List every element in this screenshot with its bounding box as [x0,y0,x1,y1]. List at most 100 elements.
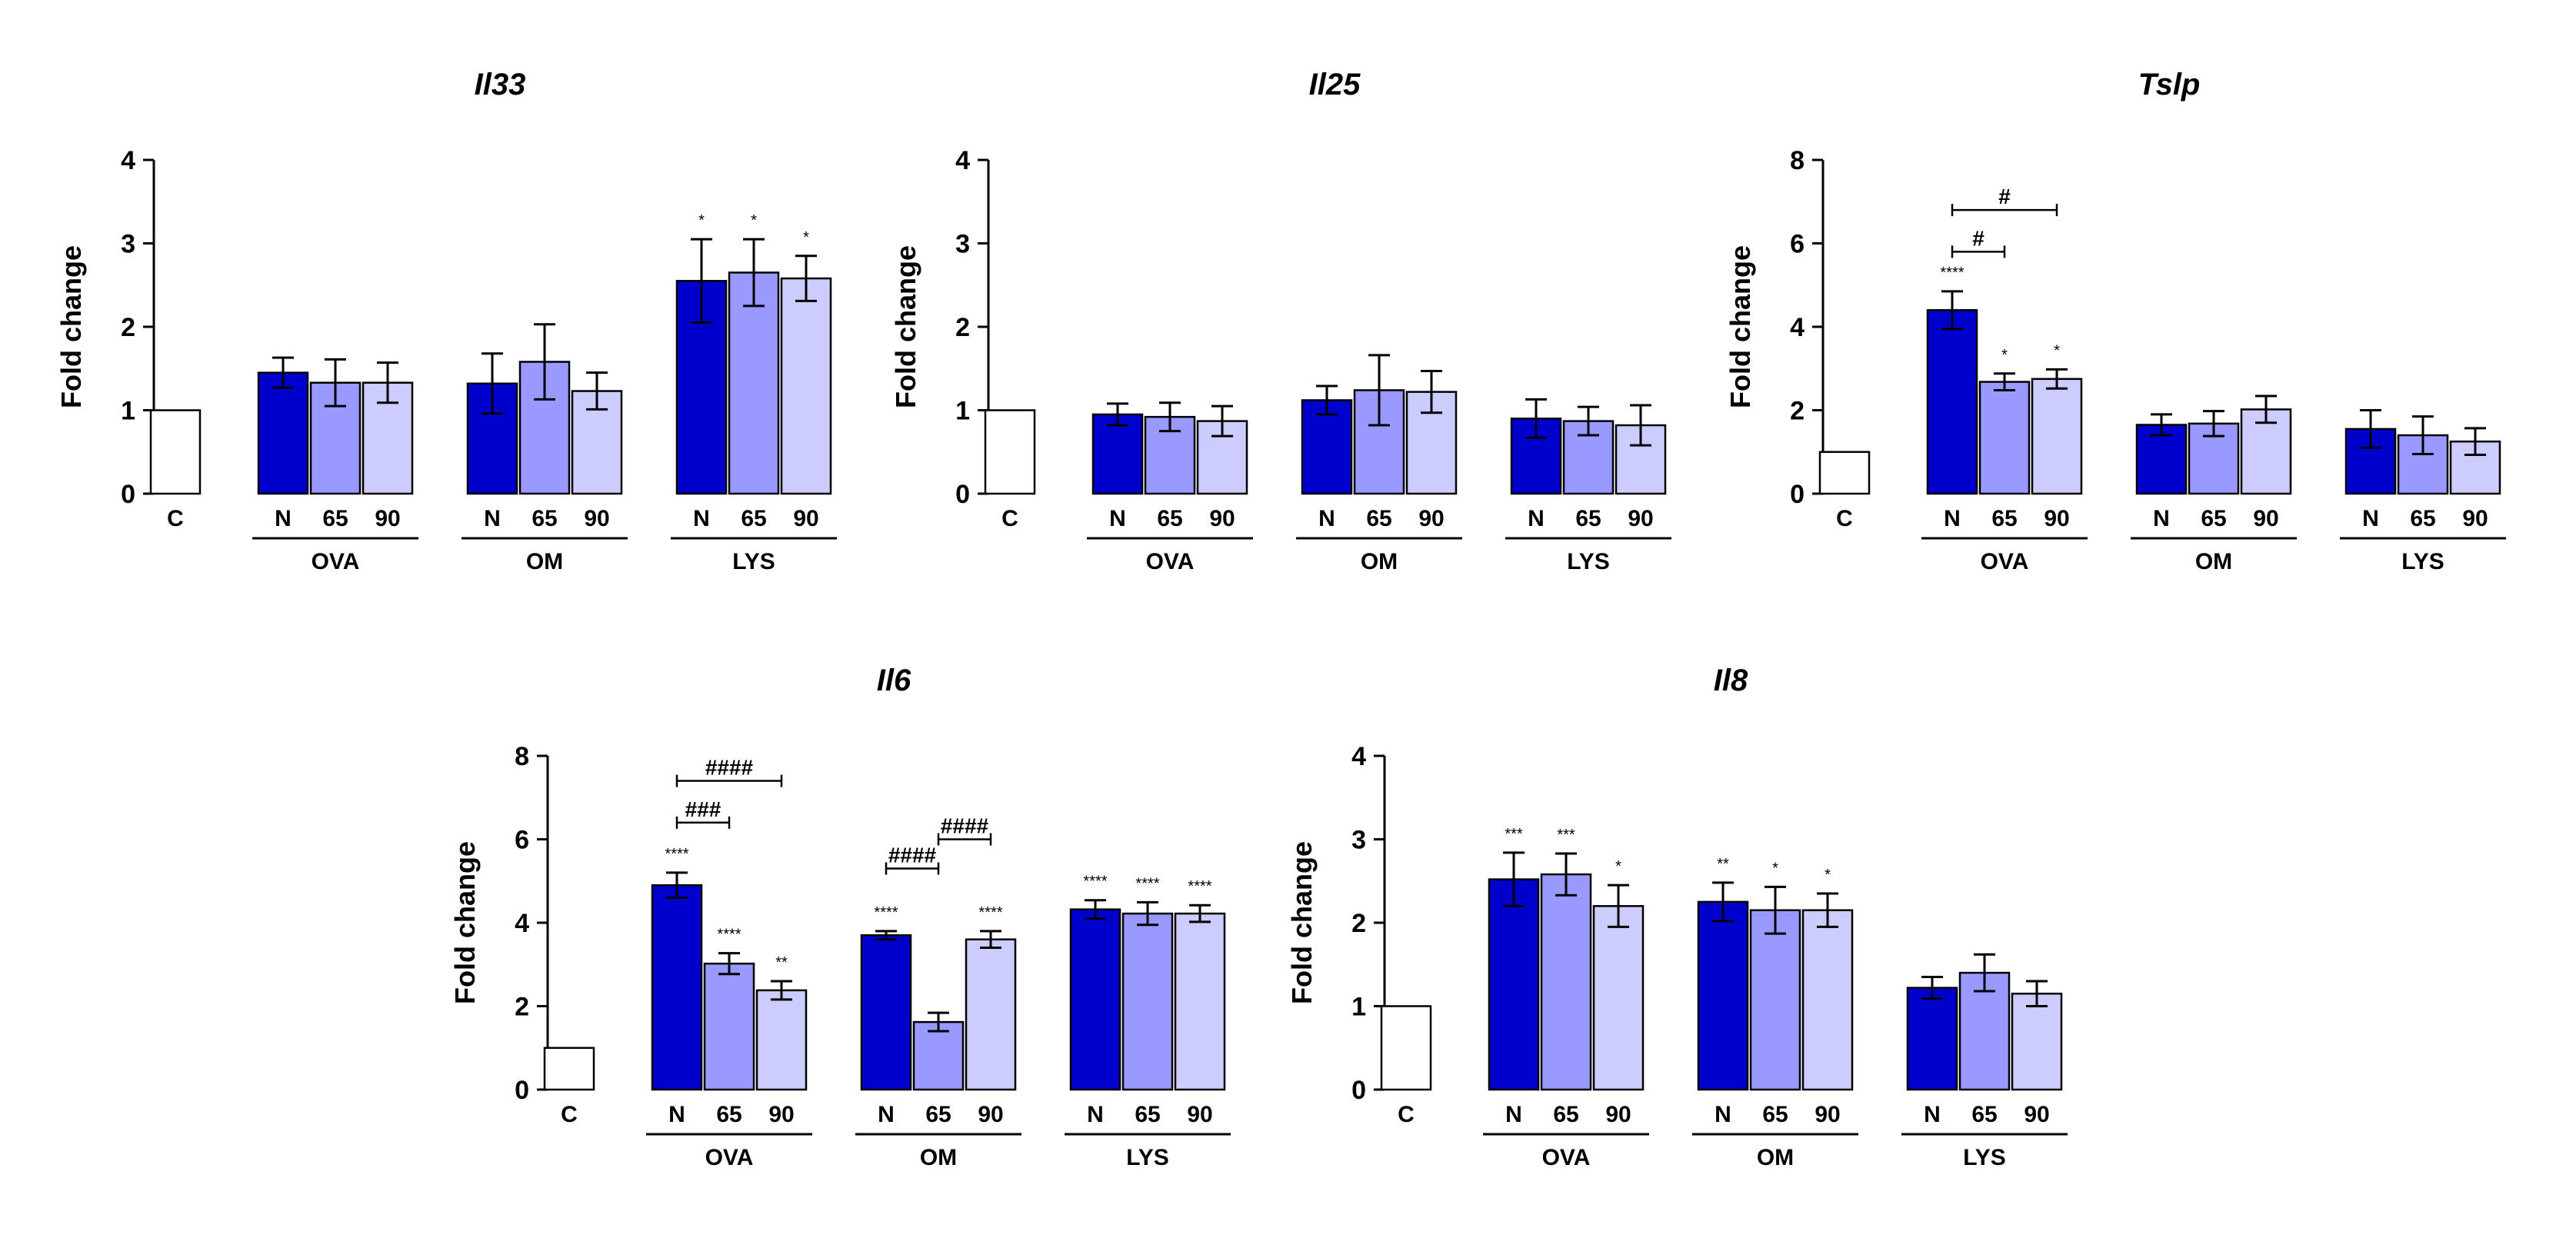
y-tick-label: 0 [515,1076,529,1105]
bracket-label: # [1998,185,2011,208]
bar [1540,873,1592,1091]
x-tick-label: 90 [2044,506,2069,531]
significance-marker: * [803,229,809,246]
y-tick-label: 1 [1351,993,1366,1022]
x-tick-label: N [1505,1102,1522,1127]
bar [703,962,755,1091]
group-label: LYS [1567,549,1610,574]
significance-marker: * [2001,347,2008,364]
x-tick-label: N [878,1102,895,1127]
x-tick-label: 65 [716,1102,741,1127]
bar [1488,878,1540,1091]
group-label: LYS [732,549,775,574]
x-tick-label: 90 [768,1102,794,1127]
x-tick-label: 65 [1991,506,2017,531]
bar [1592,905,1645,1091]
y-tick-label: 0 [121,480,135,509]
x-tick-label: N [1715,1102,1731,1127]
significance-marker: * [1825,867,1831,884]
y-tick-label: 2 [121,313,135,342]
x-tick-label: 65 [1366,506,1391,531]
bracket-label: #### [941,814,989,838]
x-tick-label: 90 [1815,1102,1840,1127]
significance-marker: * [2054,342,2060,359]
x-tick-label: 65 [1762,1102,1788,1127]
x-tick-label: 90 [2462,506,2488,531]
chart-panel-2: Tslp Fold change 0 2 4 6 8 C **** N * 65 * 90 N 65 90 N 65… [1725,68,2506,574]
bar [2031,378,2083,495]
group-label: LYS [1126,1145,1169,1170]
chart-title: Il25 [1309,68,1361,102]
x-tick-label: N [275,506,292,531]
significance-marker: **** [1940,265,1964,281]
bar [965,938,1017,1091]
x-tick-label: 65 [1157,506,1182,531]
y-axis-label: Fold change [1725,245,1756,408]
group-label: OVA [1146,549,1195,574]
x-tick-label: 65 [2410,506,2435,531]
x-tick-label: 90 [2253,506,2278,531]
y-tick-label: 3 [955,230,970,259]
chart-panel-0: Il33 Fold change 0 1 2 3 4 C N 65 90 N 65 90 * N * 65 * 90 O… [55,68,837,574]
x-tick-label: 90 [375,506,400,531]
group-label: OM [1361,549,1398,574]
x-tick-label: N [693,506,710,531]
y-axis-label: Fold change [890,245,921,408]
y-tick-label: 4 [955,146,970,175]
group-label: LYS [2401,549,2444,574]
bar [1926,309,1978,495]
bracket-label: # [1972,226,1984,250]
x-tick-label: 90 [978,1102,1003,1127]
x-tick-label: N [1924,1102,1941,1127]
y-tick-label: 2 [1790,397,1805,426]
group-label: LYS [1963,1145,2006,1170]
x-tick-label: 90 [1605,1102,1631,1127]
group-label: OVA [705,1145,754,1170]
significance-marker: *** [1557,827,1575,844]
x-tick-label: 65 [1135,1102,1160,1127]
y-axis-label: Fold change [55,245,87,408]
x-tick-label: C [1398,1102,1415,1127]
group-label: OM [1757,1145,1794,1170]
y-tick-label: 6 [515,826,529,855]
x-tick-label: 65 [1971,1102,1997,1127]
x-tick-label: 90 [1187,1102,1212,1127]
x-tick-label: 90 [793,506,818,531]
y-tick-label: 6 [1790,230,1805,259]
x-tick-label: N [1087,1102,1104,1127]
significance-marker: **** [874,904,898,921]
significance-marker: **** [1083,874,1107,890]
bar [1091,413,1144,495]
x-tick-label: 90 [1628,506,1653,531]
bar [780,277,832,495]
significance-marker: **** [665,846,688,863]
group-label: OM [2195,549,2232,574]
y-tick-label: 1 [955,397,970,426]
significance-marker: **** [1135,875,1159,892]
x-tick-label: N [1109,506,1126,531]
y-tick-label: 3 [121,230,135,259]
x-tick-label: C [1836,506,1853,531]
x-tick-label: C [167,506,184,531]
significance-marker: * [1615,858,1621,875]
bar [1174,912,1226,1091]
y-tick-label: 4 [1790,313,1805,342]
bar [257,371,309,495]
group-label: OVA [312,549,360,574]
significance-marker: **** [978,904,1002,921]
y-tick-label: 8 [1790,146,1805,175]
x-tick-label: 65 [322,506,348,531]
y-tick-label: 1 [121,397,135,426]
y-tick-label: 0 [1790,480,1805,509]
chart-title: Il6 [877,664,911,697]
bar [1978,381,2031,495]
y-tick-label: 3 [1351,826,1366,855]
x-tick-label: N [2362,506,2379,531]
x-tick-label: N [668,1102,685,1127]
x-tick-label: 90 [1418,506,1444,531]
x-tick-label: N [2153,506,2170,531]
significance-marker: ** [1717,856,1729,873]
bracket-label: #### [705,756,754,780]
bar [728,271,780,495]
